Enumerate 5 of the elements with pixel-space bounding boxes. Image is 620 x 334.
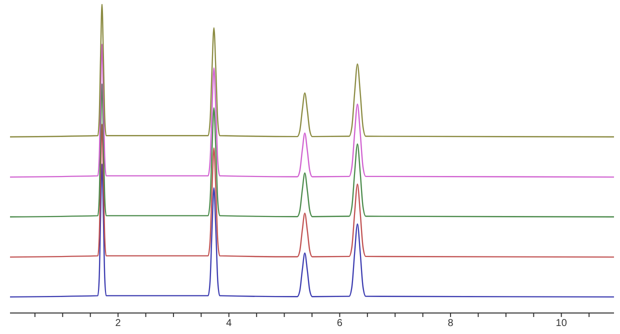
x-tick-label: 10 (556, 318, 568, 330)
x-tick-label: 2 (115, 318, 122, 330)
x-tick-label: 8 (448, 318, 454, 330)
x-tick-label: 6 (336, 318, 343, 330)
x-tick-label: 4 (226, 318, 232, 330)
